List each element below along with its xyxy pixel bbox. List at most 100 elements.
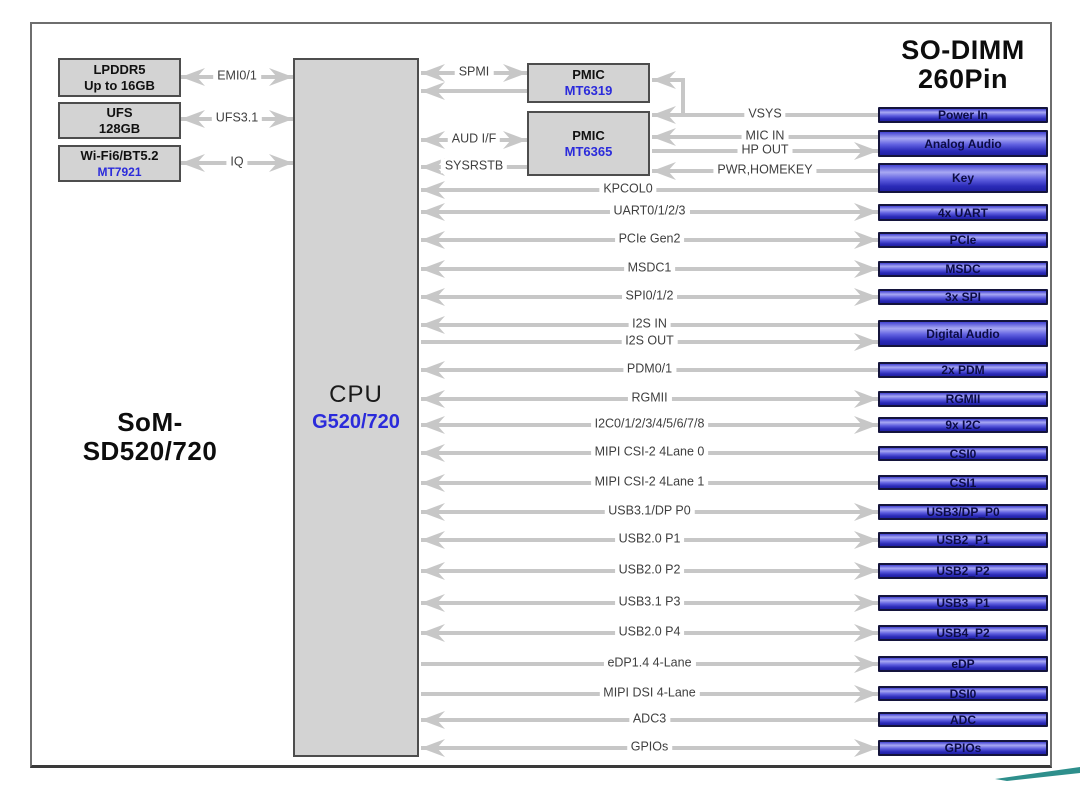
arrow-right-icon	[269, 154, 293, 172]
connector-label: USB2_P2	[936, 564, 990, 578]
som-title-line2: SD520/720	[82, 436, 218, 466]
bus-label-usb3-1-p3: USB3.1 P3	[614, 594, 685, 610]
arrow-right-icon	[854, 260, 878, 278]
bus-label-spmi: SPMI	[454, 64, 494, 80]
connector-adc: ADC	[878, 712, 1048, 727]
bus-label-iq: IQ	[226, 154, 248, 170]
arrow-left-icon	[421, 316, 445, 334]
bus-label-mipi-dsi-4-lane: MIPI DSI 4-Lane	[599, 685, 700, 701]
connector-label: RGMII	[945, 392, 981, 406]
module-label-line1: LPDDR5	[93, 61, 146, 77]
connector-label: Analog Audio	[924, 136, 1002, 151]
arrow-right-icon	[269, 68, 293, 86]
arrow-right-icon	[854, 685, 878, 703]
module-label-line1: Wi-Fi6/BT5.2	[80, 147, 159, 163]
bus-label-usb2-0-p2: USB2.0 P2	[614, 562, 685, 578]
arrow-left-icon	[421, 82, 445, 100]
connector-label: CSI1	[949, 475, 977, 490]
arrow-right-icon	[854, 203, 878, 221]
connector-label: eDP	[951, 657, 975, 671]
pmic-model: MT6365	[564, 143, 613, 159]
sodimm-title-line2: 260Pin	[917, 64, 1009, 94]
connector-usb2-p1: USB2_P1	[878, 532, 1048, 548]
bus-label-mipi-csi-2-4lane-0: MIPI CSI-2 4Lane 0	[590, 444, 709, 460]
teal-accent-line	[995, 767, 1080, 781]
connector-label: USB3/DP_P0	[926, 505, 1000, 519]
module-label-line1: UFS	[106, 104, 133, 120]
arrow-left-icon	[181, 110, 205, 128]
connector-label: USB3_P1	[936, 596, 990, 610]
module-box-lpddr5: LPDDR5 Up to 16GB	[58, 58, 181, 97]
pmic-name: PMIC	[572, 127, 605, 143]
arrow-left-icon	[421, 64, 445, 82]
bus-label-mic-in: MIC IN	[741, 128, 789, 144]
bus-label-pdm0-1: PDM0/1	[622, 361, 677, 377]
arrow-right-icon	[854, 231, 878, 249]
arrow-left-icon	[421, 594, 445, 612]
pmic-mt6365-box: PMIC MT6365	[527, 111, 650, 176]
module-label-line2: MT7921	[97, 164, 142, 179]
arrow-right-icon	[854, 594, 878, 612]
pmic-model: MT6319	[564, 83, 613, 98]
bus-label-pwr-homekey: PWR,HOMEKEY	[713, 162, 817, 178]
arrow-left-icon	[421, 203, 445, 221]
arrow-right-icon	[854, 142, 878, 160]
module-label-line2: Up to 16GB	[84, 77, 155, 93]
arrow-left-icon	[421, 711, 445, 729]
connector-label: Key	[951, 171, 974, 185]
pmic-name: PMIC	[572, 67, 605, 82]
arrow-right-icon	[854, 739, 878, 757]
arrow-left-icon	[421, 624, 445, 642]
module-box-ufs: UFS 128GB	[58, 102, 181, 139]
arrow-left-icon	[652, 128, 676, 146]
connector-gpios: GPIOs	[878, 740, 1048, 756]
connector-pcie: PCIe	[878, 232, 1048, 248]
arrow-left-icon	[421, 181, 445, 199]
arrow-left-icon	[421, 361, 445, 379]
arrow-right-icon	[269, 110, 293, 128]
arrow-right-icon	[854, 562, 878, 580]
connector-3x-spi: 3x SPI	[878, 289, 1048, 305]
bus-label-pcie-gen2: PCIe Gen2	[614, 231, 685, 247]
bus-label-usb2-0-p1: USB2.0 P1	[614, 531, 685, 547]
bus-label-gpios: GPIOs	[626, 739, 673, 755]
connector-9x-i2c: 9x I2C	[878, 417, 1048, 433]
arrow-right-icon	[854, 416, 878, 434]
arrow-right-icon	[854, 333, 878, 351]
bus-label-hp-out: HP OUT	[737, 142, 793, 158]
arrow-right-icon	[854, 503, 878, 521]
arrow-left-icon	[421, 531, 445, 549]
connector-label: USB2_P1	[936, 533, 990, 547]
connector-edp: eDP	[878, 656, 1048, 672]
connector-label: Power In	[937, 108, 988, 122]
module-box-wi-fi6-bt5-2: Wi-Fi6/BT5.2 MT7921	[58, 145, 181, 182]
arrow-left-icon	[421, 562, 445, 580]
arrow-left-icon	[652, 162, 676, 180]
connector-msdc: MSDC	[878, 261, 1048, 277]
bus-label-ufs3-1: UFS3.1	[211, 110, 263, 126]
bus-label-mipi-csi-2-4lane-1: MIPI CSI-2 4Lane 1	[590, 474, 709, 490]
vsys-branch-line	[681, 80, 685, 117]
connector-label: PCIe	[949, 233, 977, 247]
arrow-left-icon	[421, 158, 445, 176]
arrow-left-icon	[421, 739, 445, 757]
connector-rgmii: RGMII	[878, 391, 1048, 407]
bus-label-edp1-4-4-lane: eDP1.4 4-Lane	[603, 655, 696, 671]
bus-label-emi0-1: EMI0/1	[213, 68, 261, 84]
connector-label: ADC	[950, 712, 976, 727]
arrow-left-icon	[652, 71, 676, 89]
sodimm-title: SO-DIMM 260Pin	[878, 36, 1048, 94]
arrow-right-icon	[503, 131, 527, 149]
connector-csi0: CSI0	[878, 446, 1048, 461]
pmic-mt6319-box: PMIC MT6319	[527, 63, 650, 103]
connector-label: 2x PDM	[941, 363, 985, 377]
arrow-left-icon	[421, 503, 445, 521]
arrow-left-icon	[652, 106, 676, 124]
sodimm-title-line1: SO-DIMM	[901, 35, 1025, 65]
bus-label-adc3: ADC3	[628, 711, 671, 727]
bus-label-i2c0-1-2-3-4-5-6-7-8: I2C0/1/2/3/4/5/6/7/8	[590, 416, 709, 432]
connector-power-in: Power In	[878, 107, 1048, 123]
bus-line	[421, 89, 527, 93]
cpu-model: G520/720	[312, 410, 400, 433]
